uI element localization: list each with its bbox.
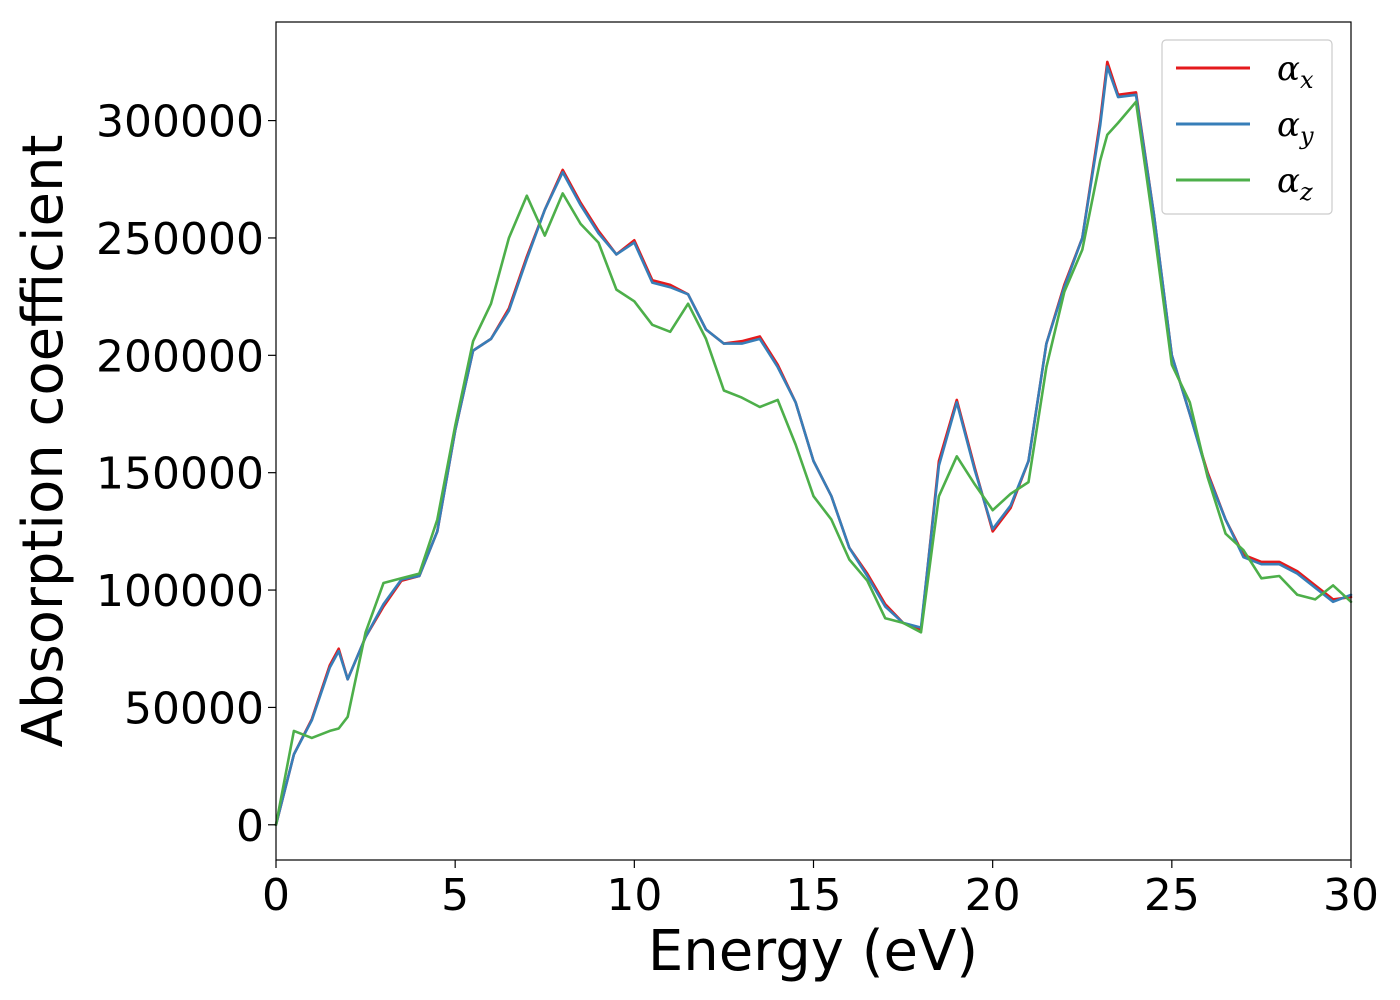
x-tick-label: 0 [262,870,290,921]
series-line-2 [274,65,1353,827]
legend-label: αz [1277,161,1313,206]
series-layer [274,60,1353,827]
y-tick-label: 0 [236,801,264,852]
y-tick-label: 100000 [96,566,264,617]
y-tick-label: 200000 [96,331,264,382]
x-axis-label: Energy (eV) [648,919,978,984]
y-tick-label: 250000 [96,214,264,265]
x-tick-label: 5 [441,870,469,921]
y-axis-label: Absorption coefficient [11,135,76,748]
y-tick-label: 50000 [124,683,264,734]
y-axis: 0 50000 100000 150000 200000 250000 300000 [96,97,276,852]
x-tick-label: 10 [606,870,662,921]
x-axis: 0 5 10 15 20 25 30 [262,860,1379,921]
x-tick-label: 15 [786,870,842,921]
legend-frame [1161,39,1333,215]
x-tick-label: 20 [965,870,1021,921]
series-line-3 [274,100,1353,827]
y-tick-label: 300000 [96,97,264,148]
x-tick-label: 25 [1144,870,1200,921]
y-tick-label: 150000 [96,449,264,500]
x-tick-label: 30 [1323,870,1379,921]
